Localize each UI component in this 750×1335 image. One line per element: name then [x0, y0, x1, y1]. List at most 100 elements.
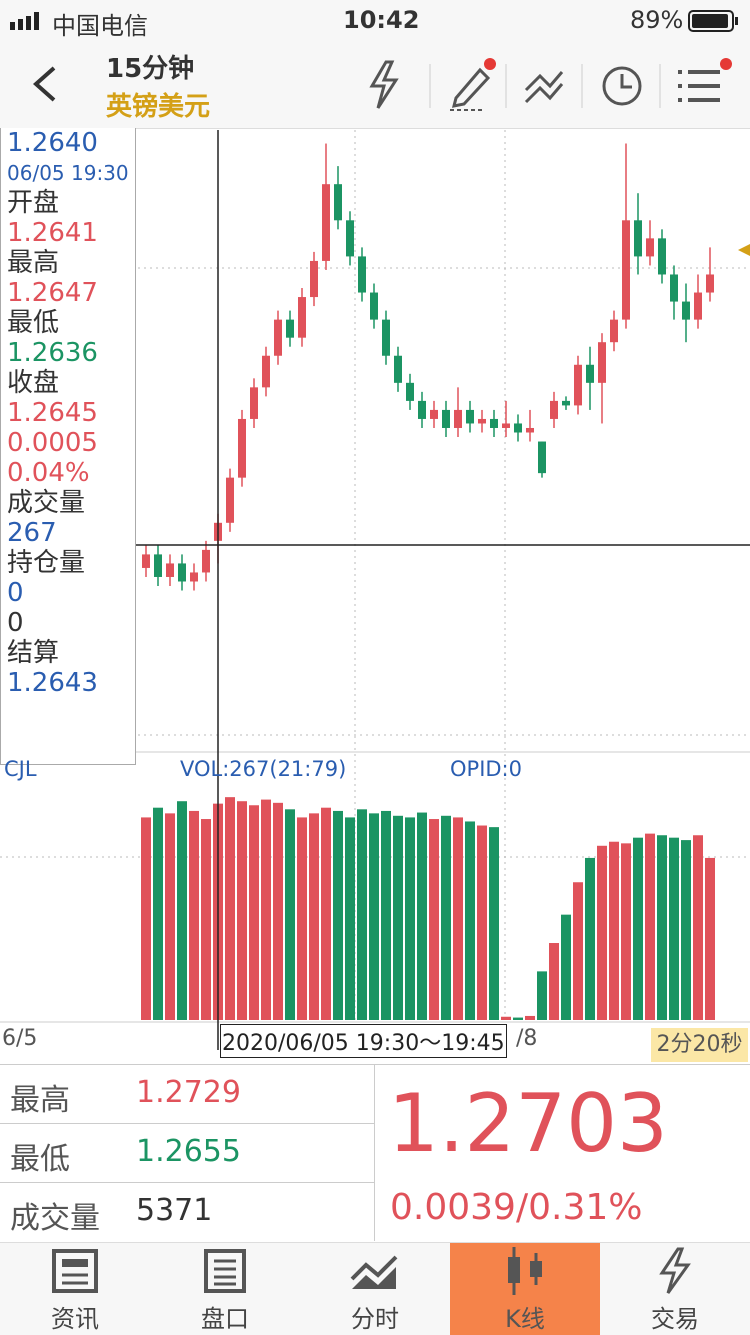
info-value: 1.2636: [7, 338, 98, 368]
tab[interactable]: 盘口: [150, 1243, 300, 1335]
candle-body: [694, 292, 702, 320]
candle-body: [538, 441, 546, 474]
volume-bar: [393, 815, 403, 1020]
candle-body: [382, 319, 390, 356]
quote-panel: 最高 1.2729 最低 1.2655 成交量 5371 1.2703 0.00…: [0, 1064, 750, 1243]
menu-icon[interactable]: [678, 70, 720, 102]
volume-bar: [309, 813, 319, 1020]
clock-icon[interactable]: [602, 66, 642, 106]
volume-bar: [273, 802, 283, 1020]
tab[interactable]: 资讯: [0, 1243, 150, 1335]
quote-label: 最高: [10, 1083, 70, 1118]
info-value: 1.2643: [7, 668, 98, 698]
volume-bar: [249, 805, 259, 1020]
status-bar: 中国电信 10:42 89%: [0, 0, 750, 40]
divider: [374, 1065, 375, 1241]
candle-body: [706, 274, 714, 293]
volume-bar: [693, 835, 703, 1020]
volume-bar: [261, 799, 271, 1020]
volume-bar: [141, 817, 151, 1020]
volume-bar: [465, 821, 475, 1020]
symbol[interactable]: 英镑美元: [106, 92, 211, 122]
battery-icon: [688, 10, 738, 32]
volume-bar: [633, 837, 643, 1020]
volume-bar: [453, 817, 463, 1020]
info-label: 最高: [7, 248, 60, 278]
candle-body: [178, 563, 186, 582]
price-marker: [738, 244, 750, 256]
volume-bar: [333, 810, 343, 1020]
info-label: 最低: [7, 308, 60, 338]
volume-bar: [285, 809, 295, 1020]
quote-label: 成交量: [10, 1201, 100, 1236]
info-value: 267: [7, 518, 57, 548]
tab[interactable]: K线: [450, 1243, 600, 1335]
candle-body: [514, 423, 522, 433]
volume-label: CJL: [4, 757, 37, 781]
tab-label: 分时: [351, 1305, 399, 1333]
period[interactable]: 15分钟: [106, 54, 195, 84]
info-value: 0.0005: [7, 428, 98, 458]
candle-body: [226, 477, 234, 523]
candle-body: [250, 387, 258, 419]
tab-label: 资讯: [51, 1305, 99, 1333]
tab[interactable]: 分时: [300, 1243, 450, 1335]
volume-bar: [381, 810, 391, 1020]
volume-bar: [237, 801, 247, 1020]
quote-row: 最高 1.2729: [0, 1065, 374, 1124]
toolbar: [369, 58, 732, 111]
opid-indicator: OPID:0: [450, 757, 522, 781]
volume-bar: [657, 835, 667, 1020]
candle-body: [598, 342, 606, 383]
candle-body: [658, 238, 666, 275]
tab[interactable]: 交易: [600, 1243, 750, 1335]
volume-bar: [513, 1017, 523, 1020]
volume-bar: [345, 817, 355, 1020]
candle-body: [622, 220, 630, 320]
candle-body: [346, 220, 354, 257]
volume-bar: [153, 807, 163, 1020]
cursor-price: 1.2640: [7, 128, 98, 158]
candle-body: [262, 355, 270, 388]
candle-body: [274, 319, 282, 356]
quote-value: 1.2655: [136, 1134, 241, 1169]
volume-bar: [645, 833, 655, 1020]
candle-body: [406, 382, 414, 401]
candle-body: [526, 427, 534, 433]
volume-bar: [489, 827, 499, 1020]
countdown: 2分20秒: [651, 1028, 748, 1062]
volume-bar: [405, 817, 415, 1020]
volume-bar: [705, 857, 715, 1020]
draw-icon[interactable]: [451, 67, 491, 108]
back-button[interactable]: [30, 64, 60, 104]
quote-value: 5371: [136, 1193, 213, 1228]
candle-body: [670, 274, 678, 302]
last-price: 1.2703: [388, 1077, 668, 1170]
volume-bar: [429, 819, 439, 1020]
candle-body: [190, 572, 198, 582]
volume-bar: [189, 810, 199, 1020]
volume-bar: [561, 914, 571, 1020]
candle-body: [478, 418, 486, 424]
cursor-time: 06/05 19:30: [7, 161, 129, 185]
candle-body: [586, 364, 594, 383]
candle-body: [502, 423, 510, 428]
quote-row: 成交量 5371: [0, 1183, 374, 1241]
candle-body: [682, 301, 690, 320]
flash-icon[interactable]: [369, 60, 399, 109]
candle-body: [322, 184, 330, 261]
candle-body: [562, 400, 570, 406]
crosshair-time: 2020/06/05 19:30～19:45: [220, 1024, 507, 1058]
candle-body: [238, 418, 246, 478]
volume-bar: [609, 841, 619, 1020]
volume-bar: [501, 1016, 511, 1020]
candle-body: [394, 355, 402, 383]
indicator-icon[interactable]: [524, 71, 564, 104]
info-value: 1.2645: [7, 398, 98, 428]
price-change: 0.0039/0.31%: [390, 1187, 643, 1228]
info-value: 0: [7, 608, 24, 638]
tab-label: 交易: [651, 1305, 699, 1333]
volume-bar: [669, 837, 679, 1020]
